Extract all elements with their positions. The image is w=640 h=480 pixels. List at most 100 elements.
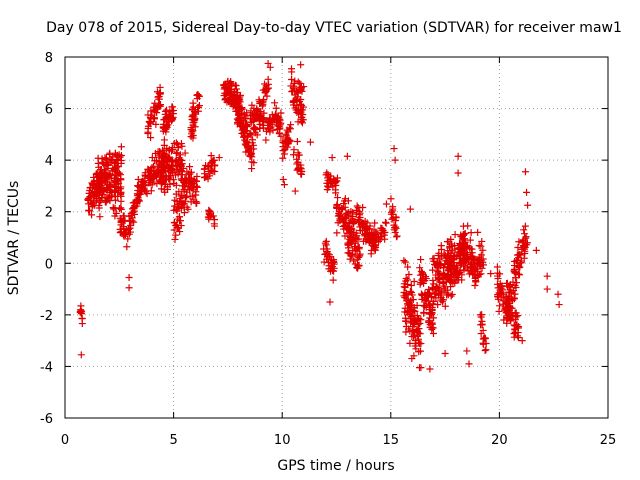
data-point	[142, 188, 150, 196]
data-point	[164, 121, 172, 129]
data-point	[415, 339, 423, 347]
data-point	[127, 210, 135, 218]
data-point	[249, 136, 257, 144]
data-point	[474, 228, 482, 236]
data-point	[350, 257, 358, 265]
data-point	[432, 271, 440, 279]
data-point	[115, 151, 123, 159]
data-point	[205, 207, 213, 215]
data-point	[512, 274, 520, 282]
data-point	[329, 276, 337, 284]
data-point	[408, 306, 416, 314]
data-point	[430, 314, 438, 322]
data-point	[428, 323, 436, 331]
data-point	[443, 238, 451, 246]
data-point	[532, 246, 540, 254]
data-point	[341, 232, 349, 240]
data-point	[410, 278, 418, 286]
data-point	[97, 181, 105, 189]
data-point	[522, 233, 530, 241]
data-point	[434, 251, 442, 259]
data-point	[500, 316, 508, 324]
data-point	[514, 329, 522, 337]
data-point	[95, 204, 103, 212]
data-point	[147, 187, 155, 195]
data-point	[410, 352, 418, 360]
data-point	[177, 161, 185, 169]
data-point	[168, 147, 176, 155]
data-point	[477, 262, 485, 270]
data-point	[155, 93, 163, 101]
data-point	[460, 255, 468, 263]
data-point	[355, 262, 363, 270]
data-point	[266, 63, 274, 71]
data-point	[322, 171, 330, 179]
data-point	[279, 154, 287, 162]
data-point	[102, 169, 110, 177]
data-point	[287, 125, 295, 133]
data-point	[102, 198, 110, 206]
data-point	[204, 175, 212, 183]
data-point	[482, 346, 490, 354]
data-point	[495, 307, 503, 315]
data-point	[168, 145, 176, 153]
data-point	[250, 125, 258, 133]
data-point	[178, 142, 186, 150]
data-point	[411, 316, 419, 324]
data-point	[99, 186, 107, 194]
data-point	[224, 78, 232, 86]
data-point	[176, 151, 184, 159]
data-point	[169, 176, 177, 184]
data-point	[496, 290, 504, 298]
data-point	[194, 91, 202, 99]
data-point	[324, 182, 332, 190]
y-tick-label: 6	[45, 103, 53, 118]
data-point	[401, 304, 409, 312]
data-point	[150, 114, 158, 122]
data-point	[334, 194, 342, 202]
data-point	[450, 262, 458, 270]
data-point	[165, 161, 173, 169]
data-point	[204, 213, 212, 221]
data-point	[349, 212, 357, 220]
data-point	[288, 75, 296, 83]
data-point	[159, 157, 167, 165]
data-point	[380, 229, 388, 237]
data-point	[360, 237, 368, 245]
data-point	[103, 192, 111, 200]
data-point	[372, 231, 380, 239]
data-point	[404, 263, 412, 271]
data-point	[413, 332, 421, 340]
data-point	[510, 287, 518, 295]
data-point	[168, 116, 176, 124]
data-point	[96, 213, 104, 221]
data-point	[184, 205, 192, 213]
data-point	[327, 265, 335, 273]
data-point	[270, 116, 278, 124]
data-point	[181, 175, 189, 183]
data-point	[429, 286, 437, 294]
data-point	[475, 242, 483, 250]
data-point	[246, 152, 254, 160]
data-point	[328, 154, 336, 162]
data-point	[506, 314, 514, 322]
data-point	[125, 273, 133, 281]
data-point	[263, 84, 271, 92]
data-point	[448, 290, 456, 298]
data-point	[105, 150, 113, 158]
data-point	[149, 162, 157, 170]
data-point	[98, 178, 106, 186]
data-point	[463, 347, 471, 355]
data-point	[94, 180, 102, 188]
data-point	[291, 91, 299, 99]
data-point	[440, 269, 448, 277]
data-point	[473, 257, 481, 265]
data-point	[133, 200, 141, 208]
data-point	[154, 148, 162, 156]
data-point	[344, 244, 352, 252]
data-point	[402, 317, 410, 325]
data-point	[229, 96, 237, 104]
data-point	[181, 149, 189, 157]
data-point	[296, 101, 304, 109]
